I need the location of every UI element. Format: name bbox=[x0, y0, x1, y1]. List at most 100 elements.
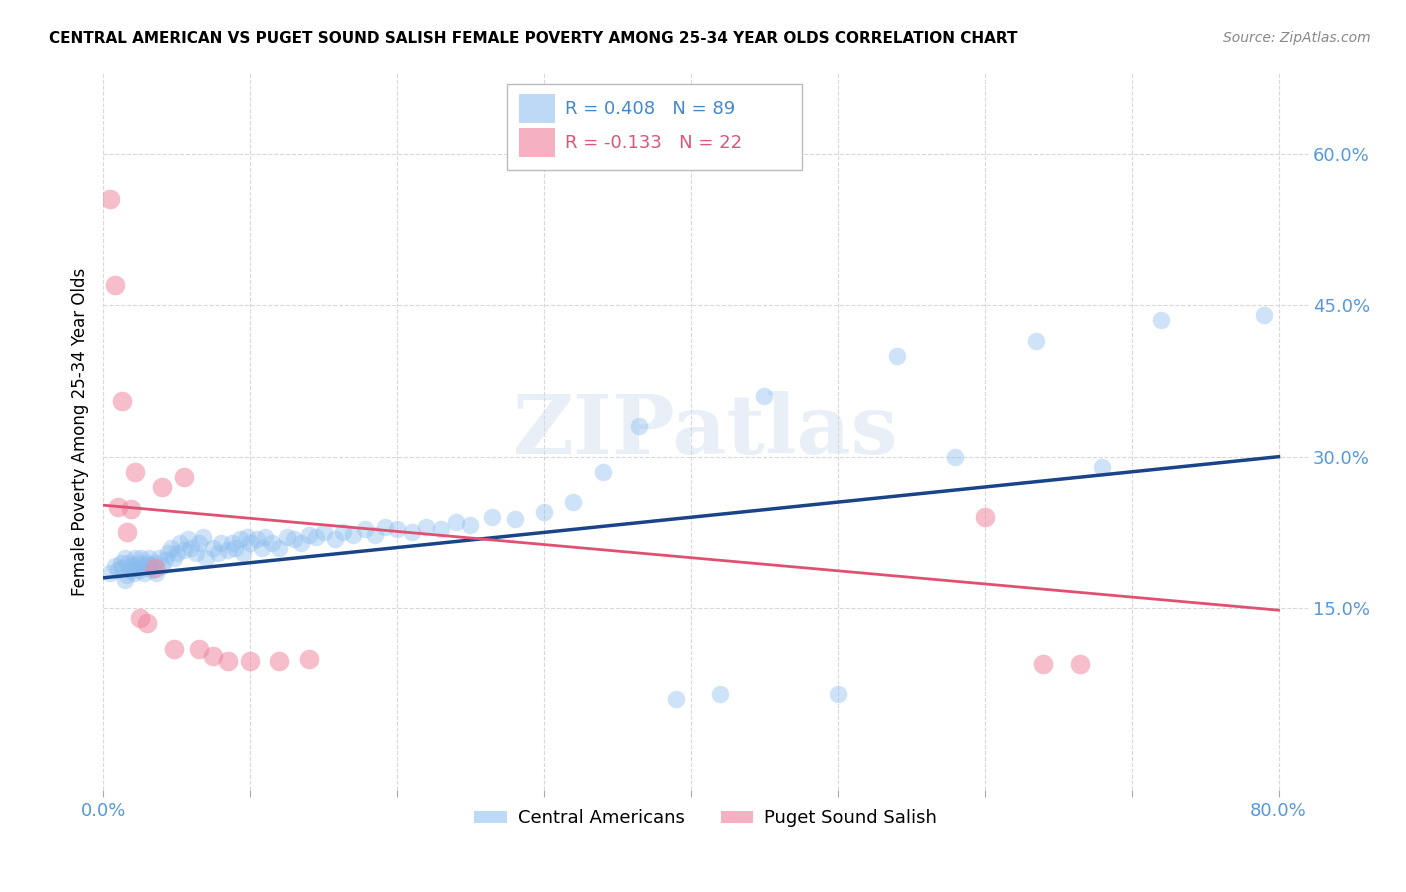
Point bbox=[229, 533, 252, 547]
Text: CENTRAL AMERICAN VS PUGET SOUND SALISH FEMALE POVERTY AMONG 25-34 YEAR OLDS CORR: CENTRAL AMERICAN VS PUGET SOUND SALISH F… bbox=[49, 31, 1018, 46]
Point bbox=[298, 528, 321, 542]
Point bbox=[503, 512, 526, 526]
Point bbox=[124, 550, 146, 565]
Point bbox=[353, 522, 375, 536]
Point bbox=[124, 465, 146, 479]
Point bbox=[207, 546, 229, 560]
Point bbox=[562, 495, 585, 509]
Point bbox=[217, 654, 239, 668]
Point bbox=[754, 389, 776, 403]
Point bbox=[217, 542, 239, 557]
Point bbox=[115, 567, 138, 582]
Point bbox=[153, 552, 176, 566]
Point bbox=[401, 525, 423, 540]
Point bbox=[122, 566, 145, 580]
Point bbox=[262, 535, 284, 549]
Point bbox=[628, 419, 651, 434]
Point bbox=[104, 278, 127, 293]
Point bbox=[100, 566, 122, 580]
Point bbox=[114, 550, 136, 565]
Point bbox=[159, 541, 181, 555]
FancyBboxPatch shape bbox=[506, 84, 801, 169]
Point bbox=[177, 533, 200, 547]
Point bbox=[202, 648, 225, 663]
Point bbox=[592, 465, 614, 479]
Point bbox=[184, 546, 207, 560]
Point bbox=[115, 525, 138, 540]
Point bbox=[173, 542, 195, 557]
Point bbox=[444, 516, 467, 530]
Point bbox=[239, 535, 262, 549]
Point bbox=[187, 641, 209, 656]
Point bbox=[156, 546, 179, 560]
Point bbox=[148, 550, 170, 565]
Point bbox=[143, 556, 166, 570]
Point bbox=[127, 556, 149, 570]
Text: ZIPatlas: ZIPatlas bbox=[513, 392, 898, 472]
FancyBboxPatch shape bbox=[519, 95, 555, 123]
Point bbox=[224, 541, 246, 555]
Point bbox=[232, 546, 254, 560]
Point bbox=[239, 654, 262, 668]
Point bbox=[1253, 309, 1275, 323]
Point bbox=[481, 510, 503, 524]
Point bbox=[1150, 313, 1173, 327]
Point bbox=[415, 520, 437, 534]
Legend: Central Americans, Puget Sound Salish: Central Americans, Puget Sound Salish bbox=[467, 802, 943, 835]
Point bbox=[110, 556, 132, 570]
FancyBboxPatch shape bbox=[519, 128, 555, 157]
Point bbox=[136, 556, 159, 570]
Point bbox=[364, 528, 387, 542]
Point bbox=[111, 561, 134, 575]
Point bbox=[298, 651, 321, 665]
Point bbox=[121, 558, 143, 572]
Point bbox=[104, 558, 127, 573]
Point bbox=[374, 520, 396, 534]
Point bbox=[120, 502, 142, 516]
Point bbox=[173, 470, 195, 484]
Point bbox=[342, 528, 364, 542]
Point bbox=[180, 541, 202, 555]
Point bbox=[385, 522, 408, 536]
Point bbox=[709, 687, 731, 701]
Point bbox=[665, 692, 688, 706]
Point bbox=[1069, 657, 1091, 671]
Point bbox=[246, 533, 269, 547]
Point bbox=[163, 641, 186, 656]
Point bbox=[973, 510, 995, 524]
Point bbox=[305, 531, 328, 545]
Point bbox=[163, 550, 186, 565]
Point bbox=[187, 535, 209, 549]
Point bbox=[111, 394, 134, 409]
Point bbox=[100, 192, 122, 206]
Point bbox=[1025, 334, 1047, 348]
Point bbox=[209, 535, 232, 549]
Point bbox=[143, 561, 166, 575]
Point bbox=[128, 563, 150, 577]
Text: R = -0.133   N = 22: R = -0.133 N = 22 bbox=[565, 134, 742, 152]
Point bbox=[141, 563, 163, 577]
Point bbox=[114, 573, 136, 587]
Point bbox=[139, 558, 162, 572]
Point bbox=[166, 546, 188, 560]
Point bbox=[430, 522, 453, 536]
Point bbox=[125, 561, 148, 575]
Point bbox=[118, 563, 141, 577]
Point bbox=[1091, 459, 1114, 474]
Point bbox=[194, 550, 217, 565]
Point bbox=[943, 450, 966, 464]
Point bbox=[323, 533, 346, 547]
Point bbox=[460, 518, 482, 533]
Point bbox=[107, 563, 129, 577]
Point bbox=[221, 535, 243, 549]
Point bbox=[276, 531, 298, 545]
Point bbox=[134, 566, 156, 580]
Point bbox=[138, 550, 160, 565]
Point bbox=[269, 654, 291, 668]
Point bbox=[128, 611, 150, 625]
Point bbox=[1032, 657, 1054, 671]
Point bbox=[145, 566, 167, 580]
Point bbox=[132, 558, 155, 572]
Point bbox=[236, 531, 259, 545]
Point bbox=[250, 541, 273, 555]
